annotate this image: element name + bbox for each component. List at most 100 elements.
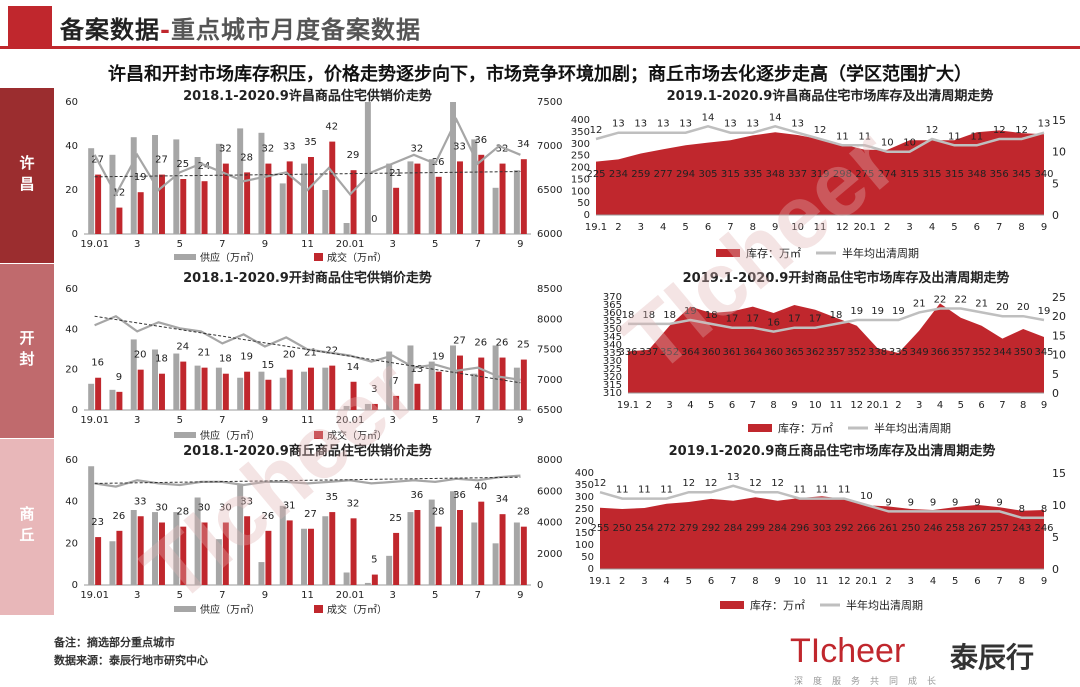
cycle-data-label: 9 xyxy=(885,497,891,508)
inventory-data-label: 284 xyxy=(768,523,787,534)
x-tick-label: 4 xyxy=(660,222,666,233)
inventory-data-label: 357 xyxy=(951,347,970,358)
x-tick-label: 8 xyxy=(1020,400,1026,411)
deal-data-label: 33 xyxy=(453,141,466,152)
deal-data-label: 31 xyxy=(283,500,296,511)
x-tick-label: 5 xyxy=(432,590,438,601)
legend-label-inventory: 库存：万㎡ xyxy=(746,246,801,260)
inventory-data-label: 254 xyxy=(635,523,654,534)
page-title-separator: - xyxy=(160,15,171,44)
deal-data-label: 27 xyxy=(155,155,168,166)
cycle-data-label: 21 xyxy=(975,298,988,309)
x-tick-label: 10 xyxy=(809,400,822,411)
supply-bar xyxy=(215,539,222,585)
deal-bar xyxy=(180,526,187,585)
y-tick-right: 4000 xyxy=(537,518,562,529)
inventory-data-label: 336 xyxy=(618,347,637,358)
deal-data-label: 0 xyxy=(371,214,377,225)
price-line xyxy=(93,117,521,197)
y-tick-left: 250 xyxy=(571,151,590,162)
y-tick-right: 15 xyxy=(1052,329,1066,342)
deal-data-label: 26 xyxy=(113,511,126,522)
cycle-data-label: 18 xyxy=(830,310,843,321)
deal-data-label: 30 xyxy=(198,503,211,514)
x-tick-label: 11 xyxy=(301,415,314,426)
supply-bar xyxy=(386,555,393,585)
y-tick-left: 40 xyxy=(65,497,78,508)
legend-swatch-supply xyxy=(174,606,196,612)
x-tick-label: 7 xyxy=(996,222,1002,233)
supply-bar xyxy=(237,377,244,410)
x-tick-label: 19.01 xyxy=(80,239,109,250)
footnotes: 备注：摘选部分重点城市 数据来源：泰辰行地市研究中心 xyxy=(54,634,208,670)
deal-bar xyxy=(95,174,102,234)
inventory-data-label: 356 xyxy=(990,169,1009,180)
x-tick-label: 3 xyxy=(916,400,922,411)
x-tick-label: 9 xyxy=(262,590,268,601)
supply-bar xyxy=(513,522,520,585)
supply-bar xyxy=(492,187,499,234)
x-tick-label: 7 xyxy=(219,239,225,250)
inventory-data-label: 340 xyxy=(1034,169,1053,180)
deal-bar xyxy=(137,516,144,585)
cycle-data-label: 10 xyxy=(903,138,916,149)
inventory-data-label: 352 xyxy=(660,347,679,358)
y-tick-left: 150 xyxy=(571,174,590,185)
supply-bar xyxy=(386,351,393,410)
y-tick-right: 5 xyxy=(1052,368,1059,381)
legend-label-inventory: 库存：万㎡ xyxy=(778,421,833,435)
cycle-data-label: 11 xyxy=(638,485,651,496)
x-tick-label: 9 xyxy=(1041,576,1047,587)
deal-bar xyxy=(180,361,187,410)
deal-data-label: 29 xyxy=(347,150,360,161)
legend-swatch-supply xyxy=(174,432,196,438)
legend-label-supply: 供应（万㎡） xyxy=(200,603,260,616)
deal-bar xyxy=(286,161,293,234)
cycle-line xyxy=(599,484,1044,520)
deal-bar xyxy=(478,357,485,410)
inventory-data-label: 361 xyxy=(722,347,741,358)
deal-bar xyxy=(350,170,357,234)
inventory-data-label: 277 xyxy=(654,169,673,180)
y-tick-right: 20 xyxy=(1052,310,1066,323)
supply-bar xyxy=(215,367,222,410)
cycle-data-label: 19 xyxy=(892,306,905,317)
legend-swatch-deal xyxy=(314,605,323,613)
deal-bar xyxy=(371,574,378,585)
footnote-source: 数据来源：泰辰行地市研究中心 xyxy=(54,654,208,667)
x-tick-label: 19.1 xyxy=(585,222,607,233)
y-tick-left: 200 xyxy=(571,163,590,174)
supply-bar xyxy=(301,371,307,410)
x-tick-label: 20.01 xyxy=(336,239,365,250)
x-tick-label: 3 xyxy=(389,239,395,250)
x-tick-label: 7 xyxy=(219,415,225,426)
y-tick-right: 0 xyxy=(1052,563,1059,576)
y-tick-right: 10 xyxy=(1052,349,1066,362)
inventory-data-label: 360 xyxy=(702,347,721,358)
y-tick-left: 60 xyxy=(65,97,78,108)
y-tick-right: 6000 xyxy=(537,486,562,497)
x-tick-label: 7 xyxy=(475,415,481,426)
legend-label-supply: 供应（万㎡） xyxy=(200,251,260,264)
supply-bar xyxy=(109,154,116,234)
supply-bar xyxy=(364,403,371,410)
row-label-shangqiu: 商丘 xyxy=(0,439,54,615)
y-tick-right: 15 xyxy=(1052,114,1066,127)
y-tick-left: 370 xyxy=(603,292,622,303)
chart-title: 2019.1-2020.9开封商品住宅市场库存及出清周期走势 xyxy=(683,270,1010,286)
y-tick-right: 8000 xyxy=(537,314,562,325)
x-tick-label: 9 xyxy=(517,415,523,426)
deal-data-label: 12 xyxy=(113,188,126,199)
y-tick-right: 2000 xyxy=(537,549,562,560)
deal-bar xyxy=(308,367,314,410)
inventory-data-label: 315 xyxy=(922,169,941,180)
deal-bar xyxy=(393,532,400,585)
page-title: 备案数据-重点城市月度备案数据 xyxy=(60,10,421,45)
cycle-data-label: 13 xyxy=(791,119,804,130)
x-tick-label: 19.1 xyxy=(589,576,611,587)
inventory-data-label: 261 xyxy=(879,523,898,534)
y-tick-left: 40 xyxy=(65,324,78,335)
deal-data-label: 23 xyxy=(91,517,104,528)
x-tick-label: 20.1 xyxy=(854,222,876,233)
deal-data-label: 7 xyxy=(392,376,398,387)
